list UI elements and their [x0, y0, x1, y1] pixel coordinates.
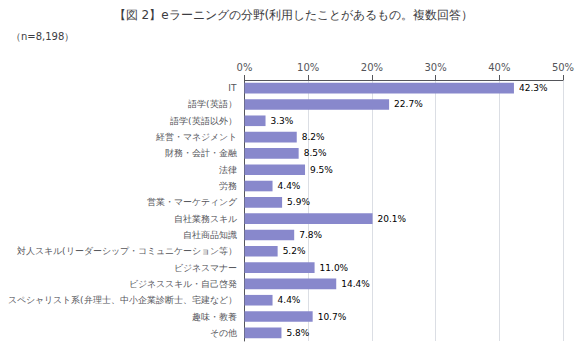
svg-text:4.4%: 4.4% — [278, 181, 301, 191]
svg-text:5.9%: 5.9% — [287, 197, 310, 207]
svg-text:語学(英語）: 語学(英語） — [188, 99, 237, 109]
svg-text:趣味・教養: 趣味・教養 — [192, 312, 237, 322]
svg-text:10.7%: 10.7% — [318, 312, 347, 322]
svg-text:財務・会計・金融: 財務・会計・金融 — [165, 148, 237, 158]
svg-text:語学(英語以外）: 語学(英語以外） — [170, 116, 237, 126]
svg-text:40%: 40% — [488, 62, 510, 73]
svg-text:【図 2】eラーニングの分野(利用したことがあるもの。複数回: 【図 2】eラーニングの分野(利用したことがあるもの。複数回答） — [114, 8, 474, 22]
svg-text:ビジネスマナー: ビジネスマナー — [174, 263, 237, 273]
svg-text:（n=8,198）: （n=8,198） — [11, 31, 74, 42]
svg-text:経営・マネジメント: 経営・マネジメント — [155, 132, 237, 142]
svg-text:スペシャリスト系(弁理士、中小企業診断士、宅建など）: スペシャリスト系(弁理士、中小企業診断士、宅建など） — [8, 295, 237, 305]
svg-text:法律: 法律 — [219, 165, 237, 175]
svg-text:4.4%: 4.4% — [278, 295, 301, 305]
svg-text:労務: 労務 — [219, 181, 237, 191]
svg-text:42.3%: 42.3% — [519, 83, 548, 93]
svg-text:8.2%: 8.2% — [302, 132, 325, 142]
svg-text:自社商品知識: 自社商品知識 — [183, 230, 237, 240]
svg-text:50%: 50% — [552, 62, 574, 73]
svg-text:自社業務スキル: 自社業務スキル — [174, 214, 237, 224]
svg-text:20.1%: 20.1% — [378, 214, 407, 224]
svg-text:ビジネススキル・自己啓発: ビジネススキル・自己啓発 — [129, 279, 237, 289]
svg-text:0%: 0% — [237, 62, 253, 73]
svg-text:対人スキル(リーダーシップ・コミュニケーション等）: 対人スキル(リーダーシップ・コミュニケーション等） — [17, 246, 237, 256]
svg-text:3.3%: 3.3% — [271, 116, 294, 126]
svg-text:30%: 30% — [424, 62, 446, 73]
svg-text:22.7%: 22.7% — [394, 99, 423, 109]
svg-text:9.5%: 9.5% — [310, 165, 333, 175]
svg-text:営業・マーケティング: 営業・マーケティング — [147, 197, 238, 207]
svg-text:20%: 20% — [361, 62, 383, 73]
svg-text:IT: IT — [228, 83, 237, 93]
svg-text:5.8%: 5.8% — [286, 328, 309, 338]
svg-text:その他: その他 — [210, 328, 237, 338]
svg-text:7.8%: 7.8% — [299, 230, 322, 240]
svg-text:11.0%: 11.0% — [320, 263, 349, 273]
svg-text:5.2%: 5.2% — [283, 246, 306, 256]
svg-text:14.4%: 14.4% — [341, 279, 370, 289]
svg-text:8.5%: 8.5% — [304, 148, 327, 158]
svg-text:10%: 10% — [297, 62, 319, 73]
